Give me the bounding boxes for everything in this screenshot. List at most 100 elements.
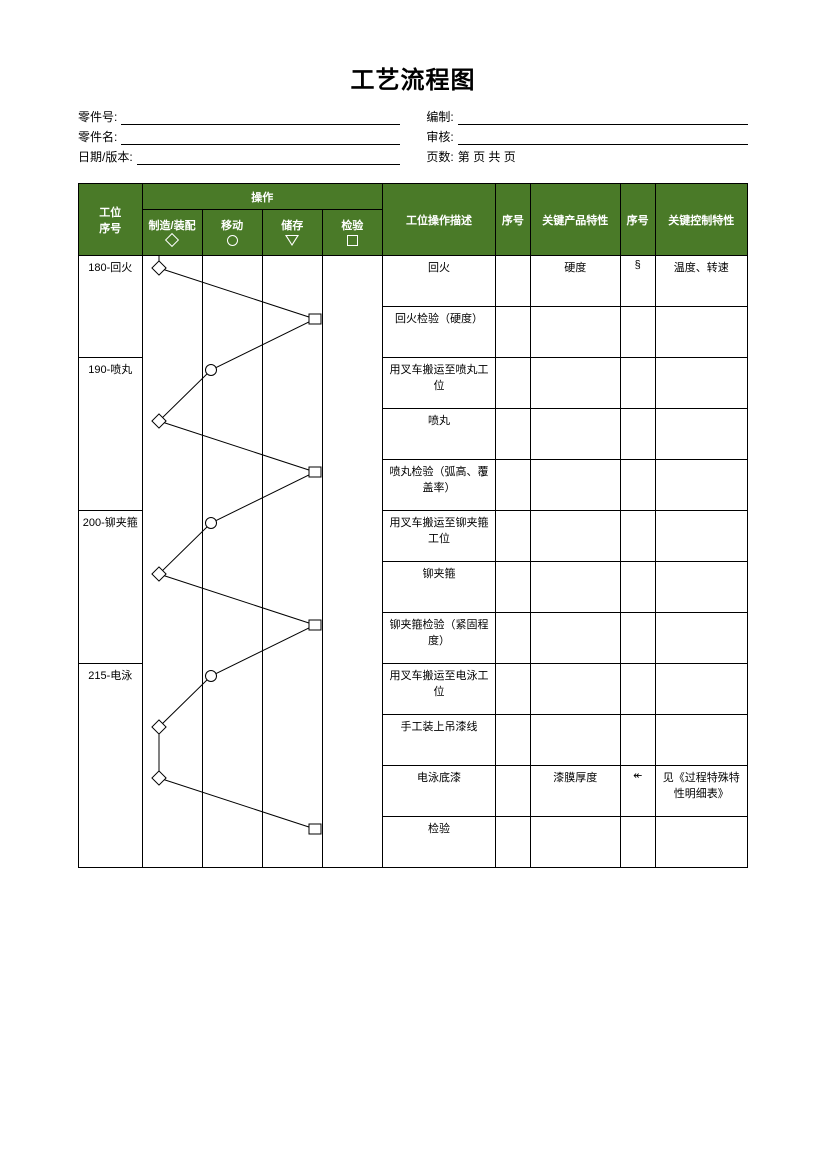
- flow-cell: [262, 562, 322, 613]
- desc-cell: 用叉车搬运至电泳工位: [382, 664, 495, 715]
- kcc-cell: [655, 613, 748, 664]
- flow-cell: [322, 460, 382, 511]
- flow-cell: [202, 817, 262, 868]
- seq2-cell: [620, 817, 655, 868]
- desc-cell: 铆夹箍检验（紧固程度）: [382, 613, 495, 664]
- date-ver-line: [137, 151, 400, 165]
- seq1-cell: [496, 664, 531, 715]
- kcc-cell: [655, 460, 748, 511]
- part-name-label: 零件名:: [78, 128, 117, 145]
- flow-cell: [202, 409, 262, 460]
- kpc-cell: [530, 358, 620, 409]
- kcc-cell: [655, 358, 748, 409]
- desc-cell: 手工装上吊漆线: [382, 715, 495, 766]
- flow-cell: [142, 613, 202, 664]
- kcc-cell: 温度、转速: [655, 256, 748, 307]
- station-cell: 200-铆夹箍: [79, 511, 143, 664]
- desc-cell: 检验: [382, 817, 495, 868]
- seq1-cell: [496, 409, 531, 460]
- flow-cell: [142, 256, 202, 307]
- kpc-cell: [530, 613, 620, 664]
- approved-label: 审核:: [426, 128, 453, 145]
- process-table: 工位 序号 操作 工位操作描述 序号 关键产品特性 序号 关键控制特性 制造/装…: [78, 183, 748, 868]
- kpc-cell: [530, 409, 620, 460]
- th-kcc: 关键控制特性: [655, 184, 748, 256]
- flow-cell: [142, 562, 202, 613]
- th-seq2: 序号: [620, 184, 655, 256]
- square-icon: [347, 235, 358, 246]
- kcc-cell: [655, 511, 748, 562]
- seq1-cell: [496, 562, 531, 613]
- flow-cell: [322, 409, 382, 460]
- seq1-cell: [496, 358, 531, 409]
- flow-cell: [262, 613, 322, 664]
- flow-cell: [142, 460, 202, 511]
- flow-cell: [142, 358, 202, 409]
- flow-cell: [142, 664, 202, 715]
- seq2-cell: [620, 562, 655, 613]
- seq1-cell: [496, 715, 531, 766]
- flow-cell: [202, 766, 262, 817]
- th-op-inspect: 检验: [322, 210, 382, 256]
- kpc-cell: [530, 307, 620, 358]
- th-operation: 操作: [142, 184, 382, 210]
- desc-cell: 回火检验（硬度）: [382, 307, 495, 358]
- kcc-cell: [655, 715, 748, 766]
- th-op-store: 储存: [262, 210, 322, 256]
- seq2-cell: [620, 460, 655, 511]
- table-wrap: 工位 序号 操作 工位操作描述 序号 关键产品特性 序号 关键控制特性 制造/装…: [78, 183, 748, 868]
- station-cell: 180-回火: [79, 256, 143, 358]
- flow-cell: [322, 766, 382, 817]
- seq1-cell: [496, 256, 531, 307]
- seq1-cell: [496, 511, 531, 562]
- flow-cell: [202, 715, 262, 766]
- th-op-mfg: 制造/装配: [142, 210, 202, 256]
- kcc-cell: [655, 817, 748, 868]
- flow-cell: [262, 664, 322, 715]
- flow-cell: [202, 307, 262, 358]
- flow-cell: [202, 664, 262, 715]
- prepared-line: [458, 111, 748, 125]
- date-ver-label: 日期/版本:: [78, 148, 133, 165]
- flow-cell: [262, 511, 322, 562]
- kpc-cell: [530, 511, 620, 562]
- seq2-cell: [620, 358, 655, 409]
- desc-cell: 铆夹箍: [382, 562, 495, 613]
- page-title: 工艺流程图: [78, 60, 748, 95]
- part-no-line: [121, 111, 399, 125]
- seq1-cell: [496, 307, 531, 358]
- kcc-cell: [655, 562, 748, 613]
- flow-cell: [202, 460, 262, 511]
- desc-cell: 用叉车搬运至铆夹箍工位: [382, 511, 495, 562]
- flow-cell: [322, 562, 382, 613]
- flow-cell: [322, 715, 382, 766]
- th-kpc: 关键产品特性: [530, 184, 620, 256]
- flow-cell: [322, 256, 382, 307]
- flow-cell: [202, 562, 262, 613]
- triangle-icon: [285, 235, 299, 246]
- diamond-icon: [165, 233, 179, 247]
- meta-block: 零件号: 零件名: 日期/版本: 编制: 审核: 页数:: [78, 105, 748, 165]
- flow-cell: [142, 766, 202, 817]
- seq1-cell: [496, 613, 531, 664]
- flow-cell: [322, 358, 382, 409]
- kpc-cell: [530, 715, 620, 766]
- station-cell: 190-喷丸: [79, 358, 143, 511]
- kcc-cell: 见《过程特殊特性明细表》: [655, 766, 748, 817]
- flow-cell: [322, 613, 382, 664]
- kpc-cell: [530, 664, 620, 715]
- seq2-cell: ↞: [620, 766, 655, 817]
- flow-cell: [142, 511, 202, 562]
- flow-cell: [262, 766, 322, 817]
- prepared-label: 编制:: [426, 108, 453, 125]
- kcc-cell: [655, 409, 748, 460]
- flow-cell: [202, 256, 262, 307]
- flow-cell: [142, 409, 202, 460]
- seq1-cell: [496, 817, 531, 868]
- flow-cell: [142, 817, 202, 868]
- kpc-cell: [530, 460, 620, 511]
- seq2-cell: [620, 715, 655, 766]
- part-name-line: [121, 131, 399, 145]
- kcc-cell: [655, 307, 748, 358]
- seq2-cell: §: [620, 256, 655, 307]
